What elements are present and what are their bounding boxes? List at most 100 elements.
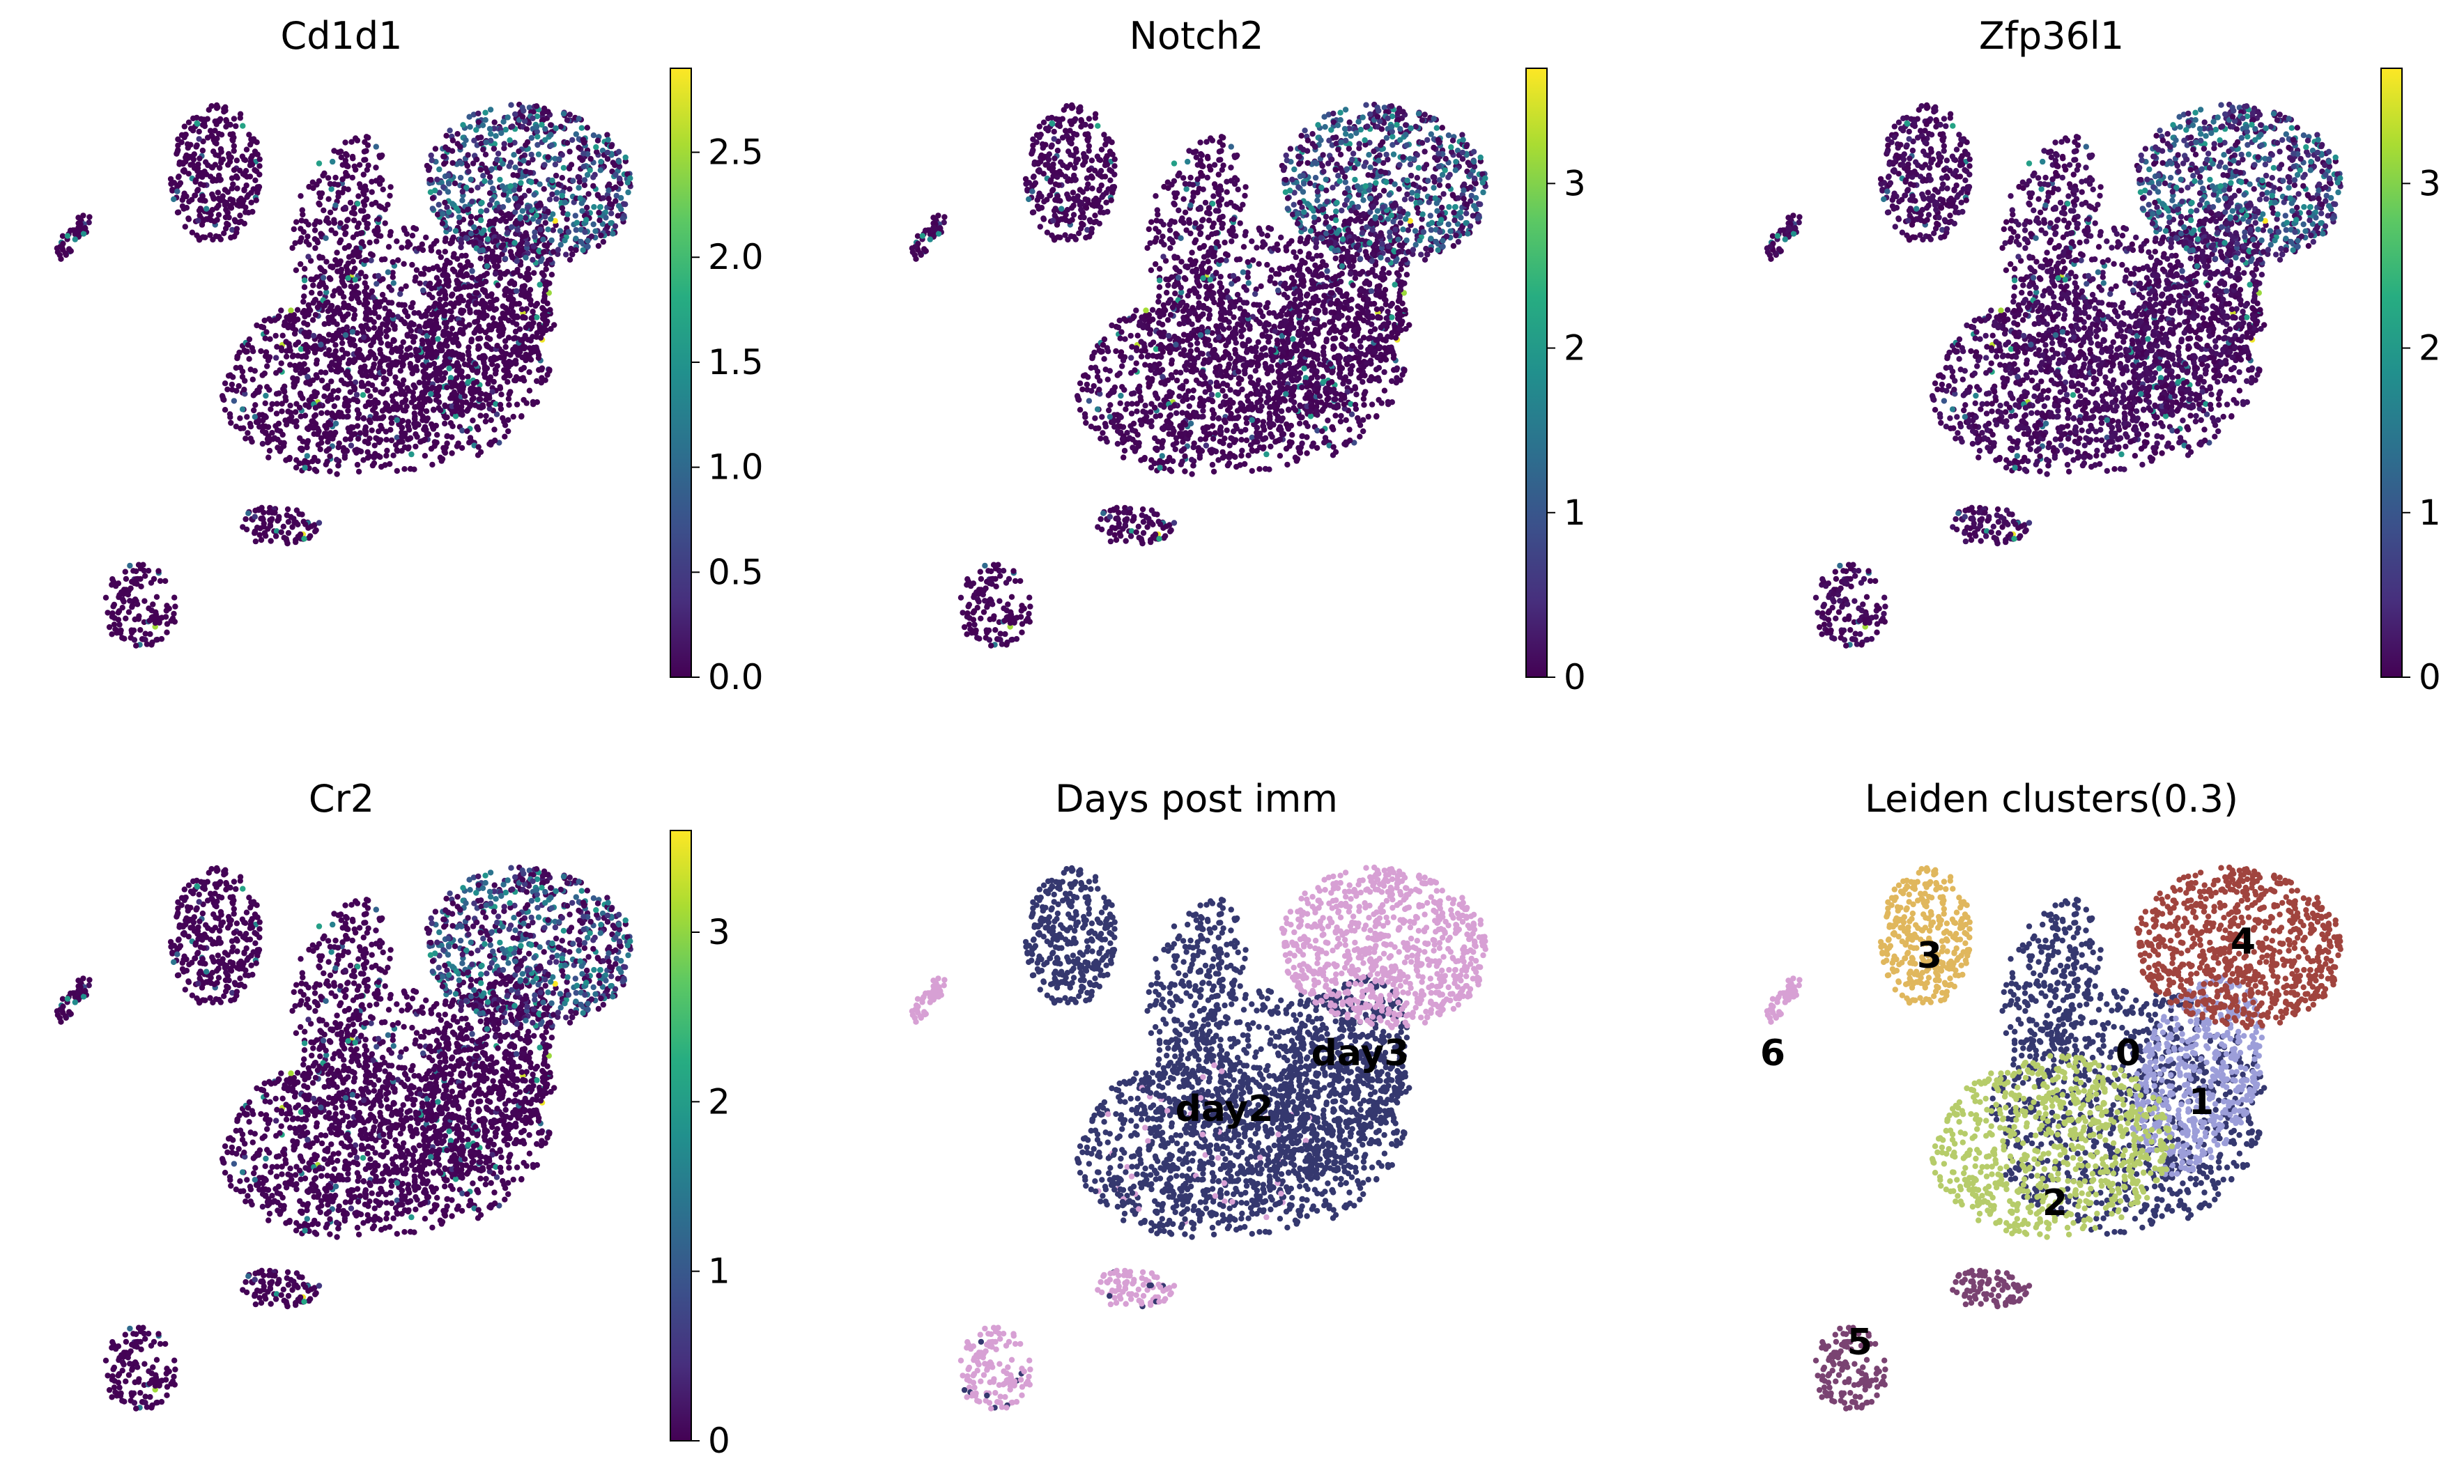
umap-point xyxy=(312,297,318,303)
umap-point xyxy=(302,465,307,470)
umap-point xyxy=(337,290,343,295)
umap-point xyxy=(613,185,618,190)
umap-point xyxy=(399,433,405,439)
umap-point xyxy=(433,351,439,357)
umap-point xyxy=(190,162,195,167)
umap-point xyxy=(342,231,348,237)
umap-point xyxy=(208,103,214,109)
umap-point xyxy=(237,212,242,218)
umap-point xyxy=(1258,284,1263,289)
umap-point xyxy=(332,342,338,348)
umap-point xyxy=(148,580,154,585)
umap-point xyxy=(229,205,234,210)
umap-point xyxy=(512,111,518,117)
umap-point xyxy=(508,102,514,108)
umap-point xyxy=(337,240,342,245)
umap-point xyxy=(439,364,445,370)
umap-point xyxy=(465,169,471,174)
umap-point xyxy=(312,529,318,534)
umap-point xyxy=(557,228,563,233)
umap-point xyxy=(449,450,454,456)
umap-point xyxy=(317,291,323,296)
umap-point xyxy=(400,418,406,424)
umap-point xyxy=(260,428,265,434)
umap-point xyxy=(390,259,396,265)
umap-point xyxy=(385,270,391,275)
umap-point xyxy=(127,598,132,603)
umap-point xyxy=(1153,193,1158,199)
umap-point xyxy=(456,320,462,326)
umap-point xyxy=(362,217,367,222)
umap-point xyxy=(323,370,328,376)
umap-point xyxy=(293,327,298,333)
umap-point xyxy=(541,293,547,299)
umap-point xyxy=(390,312,395,318)
umap-point xyxy=(1312,263,1318,268)
umap-point xyxy=(1193,148,1199,154)
umap-point xyxy=(1385,309,1390,314)
umap-point xyxy=(540,306,546,311)
umap-point xyxy=(486,306,492,311)
umap-point xyxy=(1321,440,1327,445)
umap-point xyxy=(408,435,413,441)
umap-point xyxy=(376,428,381,434)
umap-point xyxy=(1169,182,1174,187)
umap-point xyxy=(279,408,284,414)
umap-point xyxy=(582,177,587,183)
umap-point xyxy=(248,366,254,372)
umap-point xyxy=(263,329,269,334)
umap-point xyxy=(226,215,231,220)
umap-point xyxy=(364,388,370,394)
umap-point xyxy=(538,335,544,341)
umap-point xyxy=(345,275,351,281)
umap-point xyxy=(1366,414,1371,419)
umap-point xyxy=(459,445,465,451)
umap-point xyxy=(1381,369,1387,375)
umap-point xyxy=(369,400,374,405)
umap-point xyxy=(429,422,434,427)
umap-point xyxy=(380,408,385,413)
umap-point xyxy=(492,119,498,125)
umap-point xyxy=(345,414,351,419)
umap-point xyxy=(1330,369,1335,374)
umap-point xyxy=(511,336,516,341)
umap-point xyxy=(579,157,585,163)
umap-point xyxy=(454,363,460,369)
umap-point xyxy=(314,361,319,366)
umap-point xyxy=(357,347,362,353)
umap-point xyxy=(282,389,287,394)
umap-point xyxy=(360,457,366,463)
umap-point xyxy=(1350,263,1355,269)
umap-point xyxy=(126,587,132,593)
umap-point xyxy=(383,401,388,406)
umap-point xyxy=(482,110,488,116)
umap-point xyxy=(548,132,553,137)
umap-point xyxy=(1303,420,1309,426)
umap-point xyxy=(1190,194,1196,199)
umap-point xyxy=(1319,428,1325,434)
umap-point xyxy=(305,349,311,355)
umap-point xyxy=(1311,440,1316,446)
umap-point xyxy=(454,281,460,286)
umap-point xyxy=(1216,199,1222,205)
umap-point xyxy=(348,442,354,448)
umap-point xyxy=(401,261,406,267)
umap-point xyxy=(1165,282,1171,288)
umap-point xyxy=(364,134,369,139)
colorbar: 0.00.51.01.52.02.5 xyxy=(670,68,764,697)
umap-point xyxy=(1220,162,1226,168)
umap-point xyxy=(574,220,580,226)
umap-point xyxy=(280,333,286,339)
umap-point xyxy=(452,180,458,186)
umap-point xyxy=(468,177,474,183)
umap-point xyxy=(352,265,357,271)
umap-point xyxy=(1200,217,1206,222)
umap-point xyxy=(110,603,116,609)
umap-point xyxy=(509,255,515,261)
umap-point xyxy=(322,385,328,390)
umap-point xyxy=(606,137,611,143)
umap-point xyxy=(334,249,339,255)
umap-point xyxy=(247,173,253,179)
umap-point xyxy=(601,239,606,245)
umap-point xyxy=(1353,402,1358,408)
